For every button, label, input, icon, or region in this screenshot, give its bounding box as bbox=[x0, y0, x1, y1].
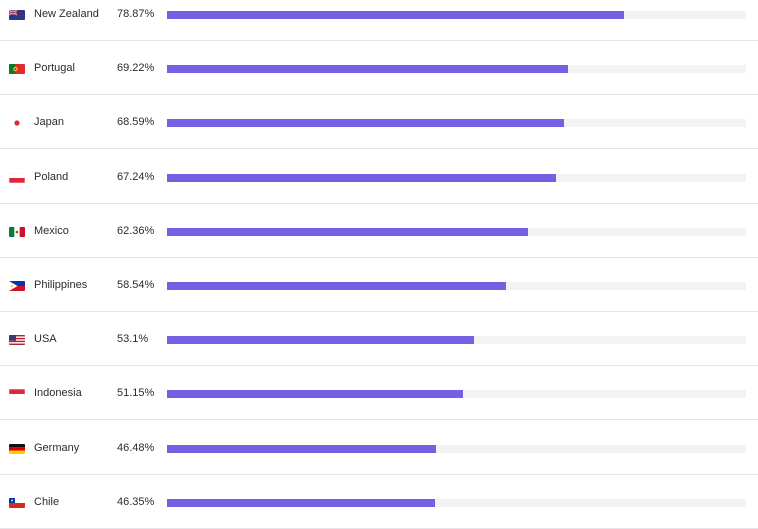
usa-flag-icon bbox=[9, 335, 25, 346]
portugal-flag-icon bbox=[9, 64, 25, 75]
bar bbox=[167, 336, 475, 345]
bar bbox=[167, 173, 557, 182]
country-label: Poland bbox=[34, 170, 69, 183]
bar-track bbox=[167, 65, 746, 74]
bar bbox=[167, 119, 565, 128]
table-row: Japan 68.59% bbox=[0, 95, 758, 150]
bar bbox=[167, 65, 568, 74]
country-label: Japan bbox=[34, 116, 64, 129]
chile-flag-icon bbox=[9, 497, 25, 508]
table-row: USA 53.1% bbox=[0, 312, 758, 367]
data-label: 62.36% bbox=[117, 224, 155, 237]
bar bbox=[167, 282, 506, 290]
country-label: USA bbox=[34, 333, 57, 346]
country-label: Indonesia bbox=[34, 387, 82, 400]
table-row: Portugal 69.22% bbox=[0, 41, 758, 96]
bar-track bbox=[167, 173, 746, 182]
table-row: Poland 67.24% bbox=[0, 150, 758, 204]
indonesia-flag-icon bbox=[9, 389, 25, 400]
bar bbox=[167, 444, 437, 453]
germany-flag-icon bbox=[9, 443, 25, 454]
bar-track bbox=[167, 11, 746, 19]
bar-track bbox=[167, 498, 746, 507]
data-label: 58.54% bbox=[117, 279, 155, 291]
country-label: New Zealand bbox=[34, 8, 99, 20]
country-label: Mexico bbox=[34, 224, 69, 237]
data-label: 53.1% bbox=[117, 333, 149, 346]
bar-track bbox=[167, 390, 746, 399]
bar bbox=[167, 227, 529, 236]
data-label: 46.35% bbox=[117, 495, 155, 508]
table-row: Germany 46.48% bbox=[0, 421, 758, 475]
country-label: Portugal bbox=[34, 62, 75, 75]
bar-track bbox=[167, 227, 746, 236]
bar bbox=[167, 11, 624, 19]
bar bbox=[167, 390, 464, 399]
bar-track bbox=[167, 119, 746, 128]
data-label: 67.24% bbox=[117, 170, 155, 183]
table-row: New Zealand 78.87% bbox=[0, 0, 758, 41]
bar-track bbox=[167, 336, 746, 345]
bar bbox=[167, 498, 436, 507]
table-row: Philippines 58.54% bbox=[0, 258, 758, 312]
table-row: Indonesia 51.15% bbox=[0, 366, 758, 421]
data-label: 69.22% bbox=[117, 62, 155, 75]
data-label: 78.87% bbox=[117, 8, 155, 20]
new-zealand-flag-icon bbox=[9, 10, 25, 20]
poland-flag-icon bbox=[9, 172, 25, 183]
country-label: Philippines bbox=[34, 279, 88, 291]
data-label: 68.59% bbox=[117, 116, 155, 129]
country-label: Chile bbox=[34, 495, 60, 508]
table-row: Mexico 62.36% bbox=[0, 204, 758, 258]
philippines-flag-icon bbox=[9, 281, 25, 291]
bar-track bbox=[167, 282, 746, 290]
japan-flag-icon bbox=[9, 118, 25, 129]
data-label: 51.15% bbox=[117, 387, 155, 400]
bar-track bbox=[167, 444, 746, 453]
data-label: 46.48% bbox=[117, 441, 155, 454]
country-label: Germany bbox=[34, 441, 80, 454]
mexico-flag-icon bbox=[9, 226, 25, 237]
